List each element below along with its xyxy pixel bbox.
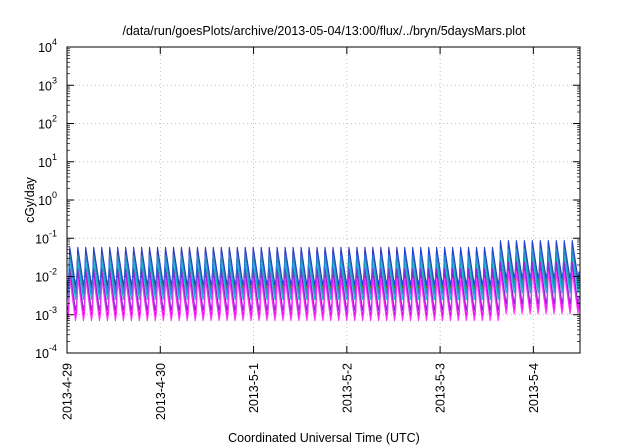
x-tick-labels: 2013-4-29 2013-4-30 2013-5-1 2013-5-2 2013-5… [61, 363, 541, 420]
y-tick-label: 10-4 [35, 343, 57, 361]
series-lines [67, 240, 580, 322]
y-tick-label: 102 [38, 114, 57, 132]
y-tick-label: 103 [38, 75, 57, 93]
y-axis-label: cGy/day [23, 176, 37, 223]
axis-ticks [66, 46, 580, 354]
x-tick-label: 2013-5-2 [340, 363, 354, 413]
y-tick-label: 10-2 [35, 267, 57, 285]
x-tick-label: 2013-4-30 [154, 363, 168, 420]
y-tick-labels: 10-4 10-3 10-2 10-1 100 101 102 103 104 [35, 37, 57, 361]
x-tick-label: 2013-5-1 [247, 363, 261, 413]
chart-title: /data/run/goesPlots/archive/2013-05-04/1… [122, 24, 526, 38]
y-tick-label: 100 [38, 190, 57, 208]
y-tick-label: 104 [38, 37, 57, 55]
y-tick-label: 10-3 [35, 305, 57, 323]
x-axis-label: Coordinated Universal Time (UTC) [228, 431, 420, 445]
y-tick-label: 10-1 [35, 228, 57, 246]
x-tick-label: 2013-5-4 [527, 363, 541, 413]
series-line [67, 270, 580, 322]
y-tick-label: 101 [38, 152, 57, 170]
x-tick-label: 2013-4-29 [61, 363, 75, 420]
x-tick-label: 2013-5-3 [434, 363, 448, 413]
